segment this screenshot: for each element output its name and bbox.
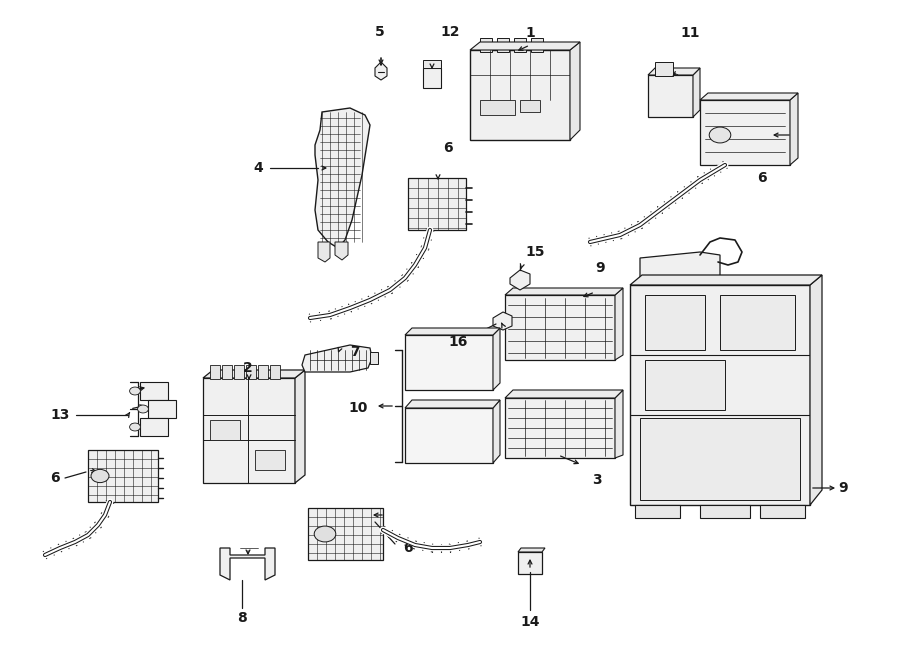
Bar [518,552,542,574]
Bar [270,365,280,379]
Text: 4: 4 [253,161,263,175]
Polygon shape [375,62,387,80]
Polygon shape [810,275,822,505]
Bar [258,365,268,379]
Bar [222,365,232,379]
Bar [480,38,492,52]
Polygon shape [518,548,545,552]
Bar [645,295,705,350]
Polygon shape [640,252,720,285]
Text: 6: 6 [403,541,413,555]
Bar [423,68,441,88]
Bar [308,508,383,560]
Polygon shape [493,400,500,463]
Polygon shape [493,328,500,390]
Bar [408,178,466,230]
Bar [520,100,540,112]
Text: 15: 15 [526,245,544,259]
Text: 6: 6 [757,171,767,185]
Text: 5: 5 [375,25,385,39]
Polygon shape [335,242,348,260]
Bar [88,450,158,502]
Bar [140,418,168,436]
Bar [505,398,615,458]
Polygon shape [700,93,798,100]
Polygon shape [302,345,372,372]
Polygon shape [505,390,623,398]
Text: 8: 8 [237,611,247,625]
Text: 10: 10 [348,401,368,415]
Bar [255,450,285,470]
Circle shape [709,127,731,143]
Polygon shape [318,242,330,262]
Text: 11: 11 [680,26,700,40]
Bar [655,62,673,76]
Bar [203,378,295,483]
Polygon shape [630,275,822,285]
Bar [720,295,795,350]
Bar [210,420,240,440]
Text: 13: 13 [50,408,69,422]
Text: 12: 12 [440,25,460,39]
Bar [630,285,810,505]
Polygon shape [510,270,530,290]
Text: 1: 1 [525,26,535,40]
Polygon shape [505,288,623,295]
Polygon shape [203,370,305,378]
Polygon shape [295,370,305,483]
Text: 6: 6 [443,141,453,155]
Text: 2: 2 [243,361,253,375]
Polygon shape [405,328,500,335]
Bar [370,352,378,364]
Bar [531,38,543,52]
Bar [700,100,790,165]
Bar [645,360,725,410]
Text: 6: 6 [50,471,59,485]
Polygon shape [615,390,623,458]
Bar [640,418,800,500]
Text: 3: 3 [592,473,602,487]
Text: 7: 7 [350,345,360,359]
Bar [210,365,220,379]
Polygon shape [493,312,512,330]
Polygon shape [315,108,370,248]
Bar [246,365,256,379]
Polygon shape [648,68,700,75]
Polygon shape [700,505,750,518]
Circle shape [138,405,148,413]
Polygon shape [470,42,580,50]
Circle shape [91,469,109,483]
Bar [470,50,570,140]
Bar [514,38,526,52]
Polygon shape [790,93,798,165]
Polygon shape [760,505,805,518]
Bar [405,335,493,390]
Polygon shape [423,60,441,68]
Text: 9: 9 [595,261,605,275]
Polygon shape [570,42,580,140]
Circle shape [314,526,336,542]
Bar [480,100,515,115]
Text: 14: 14 [520,615,540,629]
Bar [497,38,509,52]
Polygon shape [615,288,623,360]
Bar [140,382,168,400]
Polygon shape [693,68,700,117]
Polygon shape [405,400,500,408]
Text: 16: 16 [448,335,468,349]
Bar [648,75,693,117]
Polygon shape [635,505,680,518]
Bar [405,408,493,463]
Bar [234,365,244,379]
Circle shape [130,423,140,431]
Polygon shape [220,548,275,580]
Text: 9: 9 [838,481,848,495]
Bar [148,400,176,418]
Bar [505,295,615,360]
Circle shape [130,387,140,395]
